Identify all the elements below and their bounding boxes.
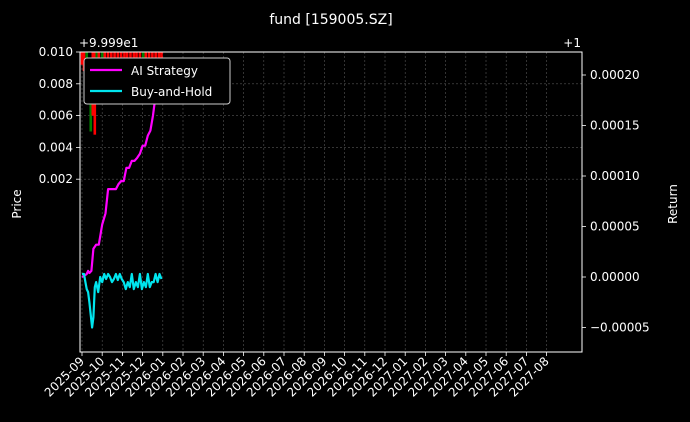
- y-right-tick-label: 0.00015: [590, 119, 640, 133]
- y-right-axis-ticks: −0.00005 0.00000 0.00005 0.00010 0.00015 0.00…: [582, 68, 650, 335]
- y-right-label: Return: [666, 184, 680, 224]
- left-offset-label: +9.999e1: [79, 36, 138, 50]
- y-left-tick-label: 0.006: [39, 109, 73, 123]
- y-right-tick-label: −0.00005: [590, 321, 650, 335]
- y-left-tick-label: 0.008: [39, 77, 73, 91]
- legend-label-buyhold: Buy-and-Hold: [131, 85, 212, 99]
- y-right-tick-label: 0.00005: [590, 220, 640, 234]
- series-line-buy-and-hold: [82, 272, 163, 329]
- y-left-tick-label: 0.010: [39, 45, 73, 59]
- series-lines: [81, 69, 163, 329]
- y-right-tick-label: 0.00010: [590, 169, 640, 183]
- y-left-label: Price: [10, 189, 24, 218]
- right-offset-label: +1: [563, 36, 581, 50]
- y-right-tick-label: 0.00020: [590, 68, 640, 82]
- candle: [160, 52, 163, 59]
- y-right-tick-label: 0.00000: [590, 270, 640, 284]
- series-line-ai-strategy: [81, 69, 162, 278]
- candle: [80, 52, 84, 65]
- candle: [157, 52, 161, 60]
- x-axis-ticks: 2025-092025-102025-112025-122026-012026-…: [42, 352, 552, 400]
- candle: [106, 52, 110, 60]
- y-left-axis-ticks: 0.002 0.004 0.006 0.008 0.010: [39, 45, 80, 186]
- candle: [151, 52, 154, 62]
- legend-label-strategy: AI Strategy: [131, 64, 198, 78]
- y-left-tick-label: 0.002: [39, 172, 73, 186]
- plot-frame: [79, 51, 583, 353]
- chart-title: fund [159005.SZ]: [269, 12, 392, 28]
- y-left-tick-label: 0.004: [39, 140, 73, 154]
- legend: AI Strategy Buy-and-Hold: [83, 57, 231, 105]
